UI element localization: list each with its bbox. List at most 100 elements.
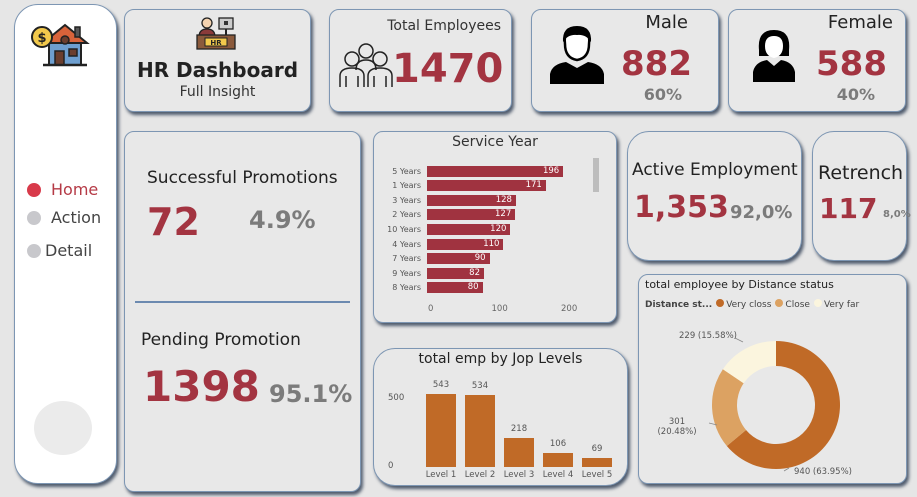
x-tick: Level 2	[464, 470, 496, 480]
chart-legend: Distance st... Very closs Close Very far	[645, 299, 859, 310]
x-tick: 100	[491, 304, 508, 314]
chart-title: total emp by Jop Levels	[418, 351, 583, 367]
nav-dot-icon	[27, 243, 41, 258]
x-tick: Level 3	[503, 470, 535, 480]
female-pct: 40%	[836, 85, 875, 104]
house-dollar-icon: $	[31, 23, 90, 67]
bar[interactable]: 171	[427, 180, 546, 192]
female-user-icon	[753, 30, 795, 82]
bar[interactable]: 128	[427, 194, 516, 206]
pending-promotion-value: 1398	[143, 362, 260, 411]
bar-row[interactable]: 10 Years 120	[374, 223, 511, 235]
legend-item-very-far[interactable]: Very far	[813, 299, 859, 310]
donut-slice[interactable]	[712, 369, 747, 446]
donut-chart[interactable]	[639, 275, 908, 485]
header-card: HR HR Dashboard Full Insight	[124, 9, 311, 112]
hr-desk-icon: HR	[196, 17, 236, 50]
bar[interactable]: 120	[427, 223, 511, 235]
bar[interactable]: 90	[427, 253, 490, 265]
donut-slice[interactable]	[722, 341, 776, 384]
y-tick: 500	[388, 393, 405, 403]
bar-row[interactable]: 5 Years 196	[374, 165, 564, 177]
active-employment-pct: 92,0%	[730, 202, 793, 223]
bar[interactable]: 82	[427, 267, 484, 279]
x-tick: 0	[428, 304, 434, 314]
dashboard-title: HR Dashboard	[136, 58, 299, 82]
svg-text:$: $	[37, 31, 46, 46]
svg-text:HR: HR	[210, 39, 222, 47]
successful-promotions-label: Successful Promotions	[147, 168, 338, 188]
female-value: 588	[816, 44, 887, 84]
bar-label: 4 Years	[392, 239, 421, 249]
pending-promotion-label: Pending Promotion	[141, 330, 301, 350]
donut-label-very-far: 229 (15.58%)	[679, 331, 737, 341]
bar-label: 3 Years	[392, 195, 421, 205]
promotions-card: Successful Promotions 72 4.9% Pending Pr…	[124, 131, 361, 492]
donut-label-close: 301 (20.48%)	[657, 417, 697, 437]
bar-value: 120	[490, 223, 507, 234]
bar-value: 218	[510, 423, 528, 434]
x-tick: 200	[561, 304, 578, 314]
retrench-pct: 8,0%	[883, 209, 911, 220]
bar-row[interactable]: 9 Years 82	[374, 267, 484, 279]
distance-status-chart: total employee by Distance status Distan…	[638, 274, 907, 484]
bar[interactable]: 196	[427, 165, 564, 177]
female-card: Female 588 40%	[728, 9, 906, 112]
bar-value: 171	[525, 180, 542, 191]
bar[interactable]	[504, 437, 534, 467]
bar-row[interactable]: 7 Years 90	[374, 253, 490, 265]
group-people-icon	[339, 43, 393, 87]
bar-row[interactable]: 3 Years 128	[374, 194, 516, 206]
bar-label: 10 Years	[387, 224, 421, 234]
nav-detail[interactable]: Detail	[27, 241, 92, 260]
bar-row[interactable]: 1 Years 171	[374, 180, 546, 192]
bar-row[interactable]: 8 Years 80	[374, 282, 483, 294]
legend-item-close[interactable]: Close	[775, 299, 810, 310]
total-employees-card: Total Employees 1470	[329, 9, 512, 112]
successful-promotions-pct: 4.9%	[249, 206, 316, 234]
x-tick: Level 1	[425, 470, 457, 480]
bar-value: 82	[469, 267, 480, 278]
donut-slice[interactable]	[726, 341, 840, 470]
y-tick: 0	[388, 461, 394, 471]
bar-value: 90	[474, 253, 486, 264]
bar-label: 7 Years	[392, 254, 421, 264]
male-value: 882	[621, 44, 692, 84]
female-label: Female	[827, 12, 893, 33]
male-pct: 60%	[643, 85, 682, 104]
successful-promotions-value: 72	[147, 200, 200, 244]
nav-action[interactable]: Action	[27, 208, 101, 227]
active-employment-card: Active Employment 1,353 92,0%	[627, 131, 802, 261]
male-user-icon	[550, 26, 604, 84]
job-levels-chart: total emp by Jop Levels 543 Level 1 534 Lev…	[373, 348, 628, 486]
bar-value: 534	[471, 381, 489, 392]
total-employees-label: Total Employees	[387, 18, 501, 34]
nav-detail-label: Detail	[45, 241, 93, 260]
bar-label: 9 Years	[392, 268, 421, 278]
bar[interactable]	[582, 457, 612, 467]
pending-promotion-pct: 95.1%	[269, 380, 353, 408]
bar[interactable]	[543, 452, 573, 467]
x-tick: Level 5	[581, 470, 613, 480]
bar-value: 127	[495, 209, 512, 220]
bar-row[interactable]: 4 Years 110	[374, 238, 504, 250]
bar-row[interactable]: 2 Years 127	[374, 209, 516, 221]
retrench-value: 117	[819, 192, 878, 225]
bar[interactable]: 80	[427, 282, 483, 294]
dashboard-subtitle: Full Insight	[179, 84, 256, 100]
chart-title: Service Year	[452, 134, 538, 150]
legend-dot-icon	[813, 299, 822, 307]
chart-title: total employee by Distance status	[645, 278, 834, 291]
bar[interactable]: 110	[427, 238, 504, 250]
chart-scrollbar[interactable]	[593, 158, 599, 192]
legend-item-very-close[interactable]: Very closs	[716, 299, 771, 310]
bar[interactable]	[426, 394, 456, 467]
bar[interactable]	[465, 395, 495, 467]
retrench-label: Retrench	[818, 162, 904, 184]
nav-home[interactable]: Home	[27, 180, 98, 199]
legend-dot-icon	[716, 299, 725, 307]
nav-dot-icon	[27, 182, 41, 197]
sidebar-circle-button[interactable]	[34, 401, 92, 455]
service-year-chart: Service Year 5 Years 196 1 Years 171 3 Years…	[373, 131, 617, 323]
bar[interactable]: 127	[427, 209, 516, 221]
